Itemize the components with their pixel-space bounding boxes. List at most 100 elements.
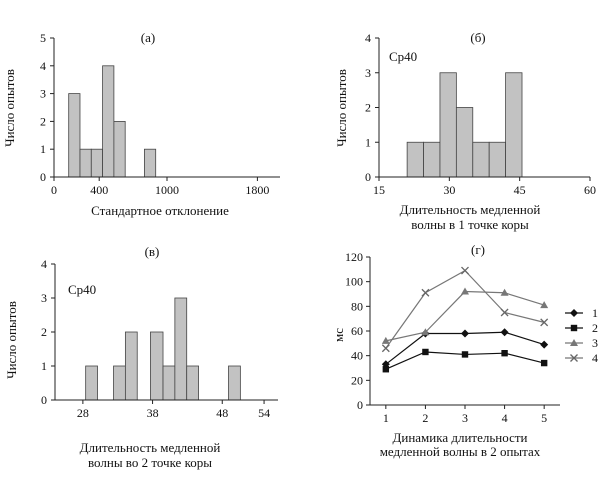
y-tick-label: 0 xyxy=(357,398,363,412)
panel-b-label: (б) xyxy=(470,30,485,45)
histogram-bar xyxy=(472,141,490,178)
y-tick-label: 0 xyxy=(41,393,47,407)
histogram-bar xyxy=(186,365,199,401)
x-marker-stroke xyxy=(421,288,430,297)
histogram-bar xyxy=(488,141,507,178)
panel-d-xlabel-line2: медленной волны в 2 опытах xyxy=(380,444,541,459)
series-2-point xyxy=(501,350,508,357)
x-marker-stroke xyxy=(500,308,509,317)
legend-label-2: 2 xyxy=(592,321,598,335)
x-marker-stroke xyxy=(381,344,390,353)
histogram-bar xyxy=(102,65,115,178)
series-1-point xyxy=(540,340,549,349)
x-tick-label: 45 xyxy=(514,183,526,197)
x-tick-label: 60 xyxy=(584,183,596,197)
panel-b-xlabel-line2: волны в 1 точке коры xyxy=(411,217,529,232)
x-tick-label: 5 xyxy=(541,411,547,425)
y-tick-label: 1 xyxy=(365,135,371,149)
histogram-bar xyxy=(505,72,523,178)
y-tick-label: 4 xyxy=(40,59,46,73)
histogram-bar xyxy=(143,148,157,178)
y-tick-label: 40 xyxy=(351,349,363,363)
histogram-bar xyxy=(455,107,474,178)
histogram-bar xyxy=(174,297,188,401)
y-tick-label: 1 xyxy=(40,142,46,156)
legend-label-4: 4 xyxy=(592,351,598,365)
x-marker-stroke xyxy=(570,354,578,362)
y-tick-label: 80 xyxy=(351,299,363,313)
legend-marker-4 xyxy=(570,354,578,362)
panel-c-plot: 0 1 2 3 4 28 38 48 54 xyxy=(41,257,278,420)
series-4-point xyxy=(540,318,549,327)
series-3-point xyxy=(421,328,430,336)
series-4-point xyxy=(500,308,509,317)
panel-c: 0 1 2 3 4 28 38 48 54 (в) Ср40 Число опытов Длит… xyxy=(4,244,278,470)
panel-b-plot: 0 1 2 3 4 15 30 45 60 xyxy=(365,31,596,197)
x-tick-label: 15 xyxy=(373,183,385,197)
x-marker-stroke xyxy=(461,266,469,275)
panel-a-xlabel: Стандартное отклонение xyxy=(91,203,229,218)
series-1-point xyxy=(461,329,469,338)
histogram-bar xyxy=(85,365,98,401)
legend-label-1: 1 xyxy=(592,306,598,320)
panel-a-plot: 0 1 2 3 4 5 0 400 1000 1800 xyxy=(40,31,280,197)
series-3-point xyxy=(461,287,469,295)
x-tick-label: 400 xyxy=(90,183,108,197)
legend-marker-3 xyxy=(570,339,578,346)
panel-a-label: (а) xyxy=(141,30,155,45)
y-tick-label: 3 xyxy=(365,66,371,80)
histogram-bar xyxy=(90,148,103,178)
x-tick-label: 2 xyxy=(422,411,428,425)
x-tick-label: 30 xyxy=(443,183,455,197)
histogram-bar xyxy=(113,121,126,178)
series-3-point xyxy=(500,288,509,296)
y-tick-label: 120 xyxy=(345,250,363,264)
panel-d-plot: 0 20 40 60 80 100 120 1 2 3 4 5 xyxy=(345,250,560,425)
panel-b-ylabel: Число опытов xyxy=(334,69,349,147)
x-tick-label: 1 xyxy=(383,411,389,425)
panel-a: 0 1 2 3 4 5 0 400 1000 1800 (а) Число опытов Стан… xyxy=(2,30,280,218)
legend-label-3: 3 xyxy=(592,336,598,350)
panel-c-xlabel-line1: Длительность медленной xyxy=(80,440,221,455)
x-tick-label: 28 xyxy=(77,406,89,420)
series-4-point xyxy=(381,344,390,353)
histogram-bar xyxy=(150,331,164,401)
y-tick-label: 5 xyxy=(40,31,46,45)
x-tick-label: 48 xyxy=(216,406,228,420)
x-tick-label: 0 xyxy=(51,183,57,197)
histogram-bar xyxy=(79,148,92,178)
panel-b-annotation: Ср40 xyxy=(389,49,417,64)
series-2-point xyxy=(540,359,548,367)
panel-c-annotation: Ср40 xyxy=(68,282,96,297)
y-tick-label: 2 xyxy=(41,325,47,339)
panel-a-ylabel: Число опытов xyxy=(2,69,17,147)
panel-b: 0 1 2 3 4 15 30 45 60 (б) Ср40 Число опытов Длит… xyxy=(334,30,596,232)
panel-d-ylabel: мс xyxy=(331,328,346,342)
legend-marker-2 xyxy=(570,324,578,332)
histogram-bar xyxy=(423,141,441,178)
histogram-bar xyxy=(406,141,424,178)
panel-c-xlabel-line2: волны во 2 точке коры xyxy=(88,455,212,470)
y-tick-label: 2 xyxy=(40,114,46,128)
panel-c-label: (в) xyxy=(145,244,160,259)
histogram-bar xyxy=(439,72,457,178)
x-marker-stroke xyxy=(540,318,549,327)
series-4-point xyxy=(421,288,430,297)
series-2-point xyxy=(422,348,429,356)
panel-d-xlabel-line1: Динамика длительности xyxy=(393,430,528,445)
x-tick-label: 4 xyxy=(502,411,508,425)
y-tick-label: 4 xyxy=(365,31,371,45)
series-2-point xyxy=(461,351,469,358)
panel-b-xlabel-line1: Длительность медленной xyxy=(400,202,541,217)
histogram-bar xyxy=(162,365,176,401)
histogram-bar xyxy=(113,365,126,401)
series-3-point xyxy=(540,301,549,309)
y-tick-label: 0 xyxy=(365,170,371,184)
x-tick-label: 38 xyxy=(147,406,159,420)
x-tick-label: 3 xyxy=(462,411,468,425)
y-tick-label: 0 xyxy=(40,170,46,184)
panel-d-label: (г) xyxy=(471,242,485,257)
